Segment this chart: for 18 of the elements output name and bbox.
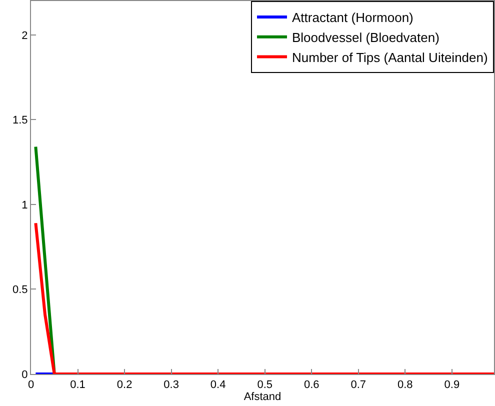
x-tick-label: 0.6 (304, 379, 320, 392)
legend-label: Attractant (Hormoon) (292, 10, 414, 26)
legend-label: Bloodvessel (Bloedvaten) (292, 30, 440, 45)
x-axis-title: Afstand (244, 391, 282, 404)
x-tick-label: 0.9 (444, 379, 460, 392)
y-tick-label: 0 (22, 368, 28, 381)
y-tick-label: 1.5 (12, 114, 28, 127)
legend-label: Number of Tips (Aantal Uiteinden) (292, 50, 488, 65)
x-tick-label: 0.8 (397, 379, 413, 392)
y-tick-label: 2 (22, 30, 28, 42)
x-tick-label: 0.2 (116, 379, 132, 392)
y-tick-label: 0.5 (12, 284, 28, 296)
x-tick-label: 0.7 (350, 379, 366, 392)
x-tick-label: 0.1 (70, 379, 86, 392)
x-tick-label: 0.3 (164, 379, 179, 392)
y-tick-label: 1 (22, 199, 28, 212)
x-tick-label: 0.4 (210, 379, 226, 392)
x-tick-label: 0.5 (257, 379, 272, 392)
